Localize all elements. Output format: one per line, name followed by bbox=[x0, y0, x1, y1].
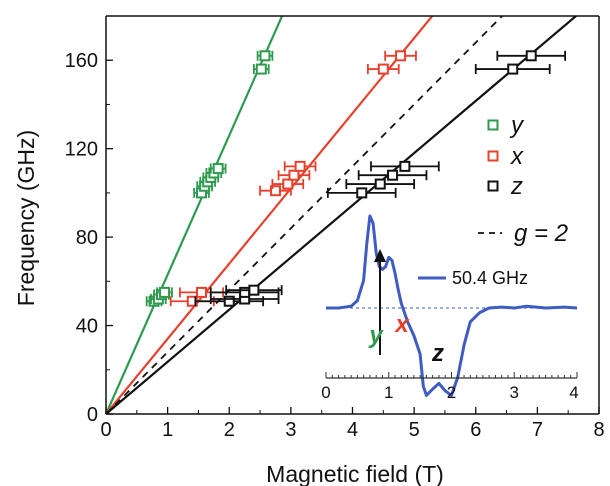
data-point bbox=[223, 295, 235, 307]
data-point bbox=[248, 284, 260, 296]
data-point bbox=[212, 163, 224, 175]
y-tick-label: 40 bbox=[76, 316, 98, 338]
series-y bbox=[145, 50, 274, 307]
data-point bbox=[387, 169, 399, 181]
x-tick-label: 6 bbox=[470, 419, 481, 441]
data-point bbox=[395, 50, 407, 62]
y-axis-title: Frequency (GHz) bbox=[13, 130, 39, 306]
x-tick-label: 1 bbox=[162, 419, 173, 441]
inset-tick-label: 4 bbox=[569, 383, 578, 402]
data-point bbox=[239, 286, 251, 298]
series-x bbox=[169, 50, 417, 307]
peak-label-y: y bbox=[368, 322, 384, 349]
x-tick-label: 8 bbox=[593, 419, 604, 441]
data-point bbox=[159, 286, 171, 298]
series-z bbox=[194, 50, 567, 307]
peak-arrowhead bbox=[374, 249, 386, 262]
y-tick-label: 120 bbox=[65, 139, 98, 161]
fit-line-z bbox=[106, 16, 578, 414]
x-tick-label: 4 bbox=[347, 419, 358, 441]
data-point bbox=[356, 187, 368, 199]
data-point bbox=[259, 50, 271, 62]
data-point bbox=[255, 63, 267, 75]
legend: yxz g = 2 bbox=[478, 112, 568, 247]
legend-label-z: z bbox=[510, 173, 523, 200]
y-tick-label: 160 bbox=[65, 50, 98, 72]
legend-marker-y bbox=[487, 119, 499, 131]
data-point bbox=[525, 50, 537, 62]
data-point bbox=[282, 178, 294, 190]
legend-marker-z bbox=[487, 180, 499, 192]
inset-spectrum bbox=[326, 214, 578, 397]
data-point bbox=[288, 169, 300, 181]
y-tick-label: 80 bbox=[76, 227, 98, 249]
x-tick-label: 5 bbox=[409, 419, 420, 441]
y-tick-label: 0 bbox=[87, 404, 98, 426]
x-tick-label: 7 bbox=[532, 419, 543, 441]
data-point bbox=[399, 160, 411, 172]
x-axis-title: Magnetic field (T) bbox=[266, 461, 444, 486]
fit-lines bbox=[106, 16, 578, 414]
data-point bbox=[507, 63, 519, 75]
fit-line-x bbox=[106, 16, 434, 414]
data-point bbox=[269, 185, 281, 197]
peak-label-z: z bbox=[431, 340, 444, 367]
peak-label-x: x bbox=[393, 311, 410, 338]
data-point bbox=[377, 63, 389, 75]
inset-tick-label: 1 bbox=[384, 383, 393, 402]
inset: 0 1 2 3 4 50.4 GHz y xz bbox=[321, 214, 579, 402]
legend-label-x: x bbox=[510, 143, 524, 170]
x-tick-label: 3 bbox=[285, 419, 296, 441]
data-point bbox=[374, 178, 386, 190]
legend-label-y: y bbox=[509, 112, 525, 139]
inset-tick-label: 0 bbox=[321, 383, 330, 402]
inset-legend-label: 50.4 GHz bbox=[452, 268, 528, 288]
x-tick-label: 2 bbox=[224, 419, 235, 441]
inset-tick-label: 2 bbox=[447, 383, 456, 402]
fit-line-y bbox=[106, 16, 284, 414]
data-point bbox=[294, 160, 306, 172]
legend-label-g2: g = 2 bbox=[514, 220, 568, 247]
data-point bbox=[196, 286, 208, 298]
x-tick-label: 0 bbox=[100, 419, 111, 441]
legend-marker-x bbox=[487, 150, 499, 162]
inset-tick-label: 3 bbox=[510, 383, 519, 402]
